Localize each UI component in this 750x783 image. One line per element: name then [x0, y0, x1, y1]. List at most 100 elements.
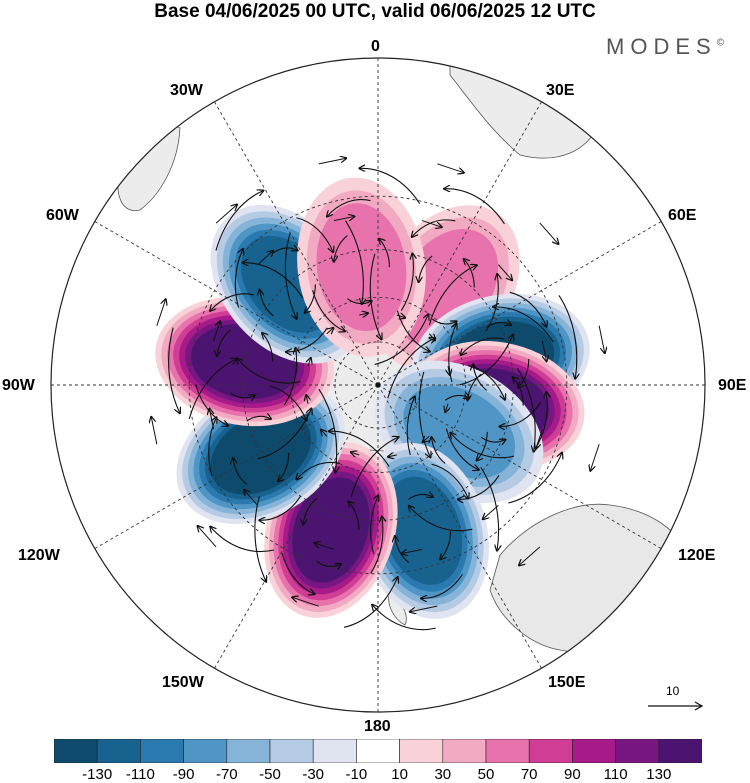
streamline: [461, 337, 505, 355]
streamline: [283, 348, 296, 406]
colorbar-tick-label: 110: [603, 766, 628, 783]
streamline: [208, 417, 217, 476]
streamline: [168, 327, 180, 414]
wind-arrow: [292, 597, 319, 607]
colorbar-tick-label: -10: [345, 766, 368, 783]
colorbar-swatch: [658, 739, 702, 763]
colorbar-tick-label: 70: [520, 766, 538, 783]
streamline: [480, 467, 499, 550]
streamline: [316, 561, 341, 567]
lon-label-0: 0: [371, 38, 380, 55]
streamline: [269, 385, 307, 420]
wind-arrow: [437, 163, 464, 173]
streamline: [444, 189, 505, 225]
streamline: [477, 431, 488, 461]
streamline: [348, 502, 360, 531]
longitude-line: [214, 384, 379, 669]
colorbar-swatch: [356, 739, 400, 763]
streamline: [428, 265, 476, 326]
streamline: [273, 248, 297, 254]
colorbar-tick-label: -90: [172, 766, 195, 783]
wind-arrow: [209, 409, 215, 430]
streamline: [421, 573, 463, 598]
colorbar-tick-label: -110: [125, 766, 155, 783]
streamline: [431, 463, 469, 498]
streamline: [508, 453, 562, 504]
colorbar-swatch: [183, 739, 228, 763]
wind-arrow: [402, 548, 423, 553]
streamline: [210, 293, 254, 311]
colorbar-swatch: [485, 739, 530, 763]
map-title: Base 04/06/2025 00 UTC, valid 06/06/2025…: [154, 1, 596, 22]
colorbar-swatch: [226, 739, 271, 763]
streamline: [370, 516, 383, 574]
streamline: [345, 220, 364, 304]
streamline: [468, 364, 505, 399]
wind-arrow: [359, 313, 368, 315]
wind-arrow: [483, 504, 499, 519]
colorbar-tick-label: 30: [434, 766, 452, 783]
latitude-circle: [289, 296, 467, 474]
streamline: [480, 436, 505, 442]
streamline: [395, 536, 409, 563]
colorbar-tick-label: 10: [391, 766, 408, 783]
streamline: [260, 290, 274, 317]
colorbar-swatch: [140, 739, 184, 763]
map-boundary: [50, 57, 706, 713]
longitude-line: [377, 101, 542, 386]
anomaly-center-positive: [155, 296, 334, 427]
wind-arrow: [257, 251, 274, 266]
streamline: [412, 219, 456, 237]
streamline: [215, 191, 263, 251]
lon-label-60e: 60E: [668, 207, 697, 224]
colorbar-swatch: [572, 739, 616, 763]
streamline: [318, 388, 337, 472]
streamline: [370, 495, 379, 555]
colorbar-swatch: [615, 739, 660, 763]
colorbar-tick-label: 90: [564, 766, 581, 783]
streamline: [369, 253, 381, 340]
streamline: [281, 552, 314, 594]
wind-arrow: [536, 428, 543, 449]
streamline: [509, 291, 547, 326]
brand-logo: MODES©: [606, 34, 724, 60]
colorbar-swatch: [312, 739, 357, 763]
streamline: [327, 199, 371, 217]
streamline: [257, 409, 312, 460]
streamline: [286, 327, 328, 352]
streamline: [518, 358, 530, 388]
longitude-line: [214, 101, 379, 386]
wind-arrow: [198, 526, 217, 548]
wind-arrow: [215, 205, 237, 224]
streamline: [464, 259, 475, 288]
reference-vector-arrow: [648, 701, 704, 711]
longitude-line: [377, 384, 542, 669]
wind-arrow: [318, 158, 346, 165]
lon-label-120w: 120W: [18, 547, 60, 564]
wind-arrow: [598, 325, 605, 353]
south-pole-marker: [375, 382, 381, 388]
streamline: [440, 530, 452, 560]
colorbar-swatch: [442, 739, 487, 763]
streamline: [350, 437, 398, 498]
wind-arrow: [213, 321, 221, 342]
streamline: [234, 249, 243, 308]
streamline: [486, 323, 511, 328]
streamline: [458, 475, 500, 499]
streamline: [343, 577, 398, 628]
wind-arrow: [590, 444, 600, 471]
streamline: [312, 290, 345, 331]
colorbar-swatch: [54, 739, 98, 763]
streamline: [334, 235, 348, 262]
streamline: [379, 239, 390, 268]
latitude-circle: [242, 249, 514, 521]
streamline: [329, 431, 390, 467]
streamline: [419, 255, 433, 282]
streamline: [406, 396, 415, 456]
colorbar-swatch: [96, 739, 141, 763]
lon-label-90w: 90W: [2, 377, 35, 394]
streamline: [359, 168, 421, 204]
streamline: [233, 458, 248, 485]
colorbar-tick-label: -130: [82, 766, 113, 783]
streamline: [188, 359, 236, 420]
